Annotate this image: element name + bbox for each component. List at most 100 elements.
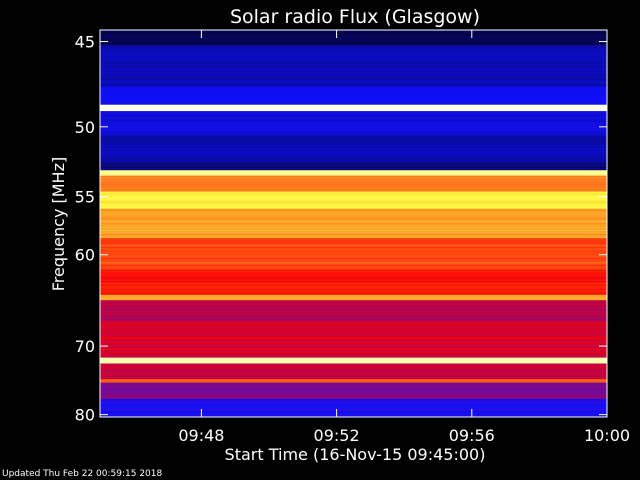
spectral-line	[100, 214, 607, 215]
spectral-line	[100, 234, 607, 236]
spectral-line	[100, 119, 607, 121]
spectral-line	[100, 332, 607, 334]
spectral-line	[100, 286, 607, 288]
spectral-line	[100, 146, 607, 148]
spectral-line	[100, 68, 607, 70]
spectral-line	[100, 373, 607, 375]
spectral-line	[100, 413, 607, 415]
y-tick-label: 55	[75, 188, 95, 207]
spectral-line	[100, 386, 607, 388]
spectral-line	[100, 39, 607, 40]
spectral-line	[100, 415, 607, 417]
spectral-line	[100, 143, 607, 145]
spectral-line	[100, 362, 607, 364]
spectral-line	[100, 141, 607, 143]
spectral-line	[100, 287, 607, 289]
y-tick-label: 60	[75, 246, 95, 265]
spectral-line	[100, 390, 607, 392]
spectral-line	[100, 107, 607, 109]
spectral-line	[100, 162, 607, 163]
spectral-line	[100, 65, 607, 67]
spectral-line	[100, 120, 607, 122]
spectral-line	[100, 36, 607, 38]
spectral-line	[100, 63, 607, 65]
spectral-line	[100, 99, 607, 101]
spectral-line	[100, 89, 607, 91]
spectral-line	[100, 179, 607, 181]
spectral-line	[100, 206, 607, 208]
spectral-line	[100, 342, 607, 344]
spectral-line	[100, 111, 607, 113]
spectral-line	[100, 223, 607, 225]
spectral-line	[100, 245, 607, 247]
spectral-line	[100, 54, 607, 56]
x-axis: 09:48 09:52 09:56 10:00	[178, 30, 630, 445]
spectral-line	[100, 261, 607, 263]
spectral-line	[100, 70, 607, 72]
x-tick-label: 10:00	[584, 426, 630, 445]
spectral-line	[100, 238, 607, 240]
spectral-line	[100, 226, 607, 228]
spectral-line	[100, 356, 607, 358]
spectral-line	[100, 225, 607, 227]
spectral-line	[100, 268, 607, 270]
spectral-line	[100, 219, 607, 221]
spectral-line	[100, 338, 607, 340]
spectral-line	[100, 48, 607, 50]
updated-timestamp: Updated Thu Feb 22 00:59:15 2018	[2, 469, 163, 479]
spectral-line	[100, 250, 607, 252]
spectral-line	[100, 40, 607, 42]
spectral-line	[100, 62, 607, 64]
spectral-line	[100, 208, 607, 209]
spectral-line	[100, 58, 607, 60]
spectral-line	[100, 349, 607, 351]
spectral-line	[100, 235, 607, 237]
spectral-line	[100, 184, 607, 185]
spectral-line	[100, 43, 607, 44]
spectral-line	[100, 151, 607, 153]
spectral-line	[100, 151, 607, 153]
spectral-line	[100, 218, 607, 220]
spectral-line	[100, 56, 607, 58]
spectral-line	[100, 329, 607, 331]
y-axis: 45 50 55 60 70 80	[75, 33, 607, 425]
spectral-line	[100, 190, 607, 192]
spectral-line	[100, 212, 607, 214]
spectral-line	[100, 122, 607, 124]
spectral-line	[100, 168, 607, 170]
spectral-line	[100, 392, 607, 394]
spectral-line	[100, 307, 607, 309]
spectral-line	[100, 170, 607, 172]
spectral-line	[100, 97, 607, 99]
spectral-line	[100, 257, 607, 259]
spectral-line	[100, 188, 607, 190]
spectral-line	[100, 134, 607, 135]
chart-title: Solar radio Flux (Glasgow)	[230, 6, 480, 28]
spectral-line	[100, 394, 607, 396]
frequency-band-8	[100, 170, 607, 176]
spectral-line	[100, 137, 607, 139]
spectral-line	[100, 384, 607, 385]
spectral-line	[100, 405, 607, 407]
spectral-line	[100, 378, 607, 380]
spectral-line	[100, 187, 607, 189]
spectral-line	[100, 104, 607, 105]
y-tick-label: 80	[75, 406, 95, 425]
spectral-line	[100, 266, 607, 268]
spectral-line	[100, 255, 607, 257]
spectral-line	[100, 81, 607, 83]
spectral-line	[100, 301, 607, 303]
spectral-line	[100, 91, 607, 93]
spectral-line	[100, 197, 607, 199]
spectral-line	[100, 44, 607, 45]
y-tick-label: 70	[75, 337, 95, 356]
spectral-line	[100, 70, 607, 72]
spectral-line	[100, 105, 607, 107]
frequency-band-21	[100, 399, 607, 417]
spectral-line	[100, 198, 607, 200]
frequency-band-14	[100, 294, 607, 301]
spectral-line	[100, 78, 607, 80]
spectral-line	[100, 221, 607, 223]
spectral-line	[100, 410, 607, 412]
